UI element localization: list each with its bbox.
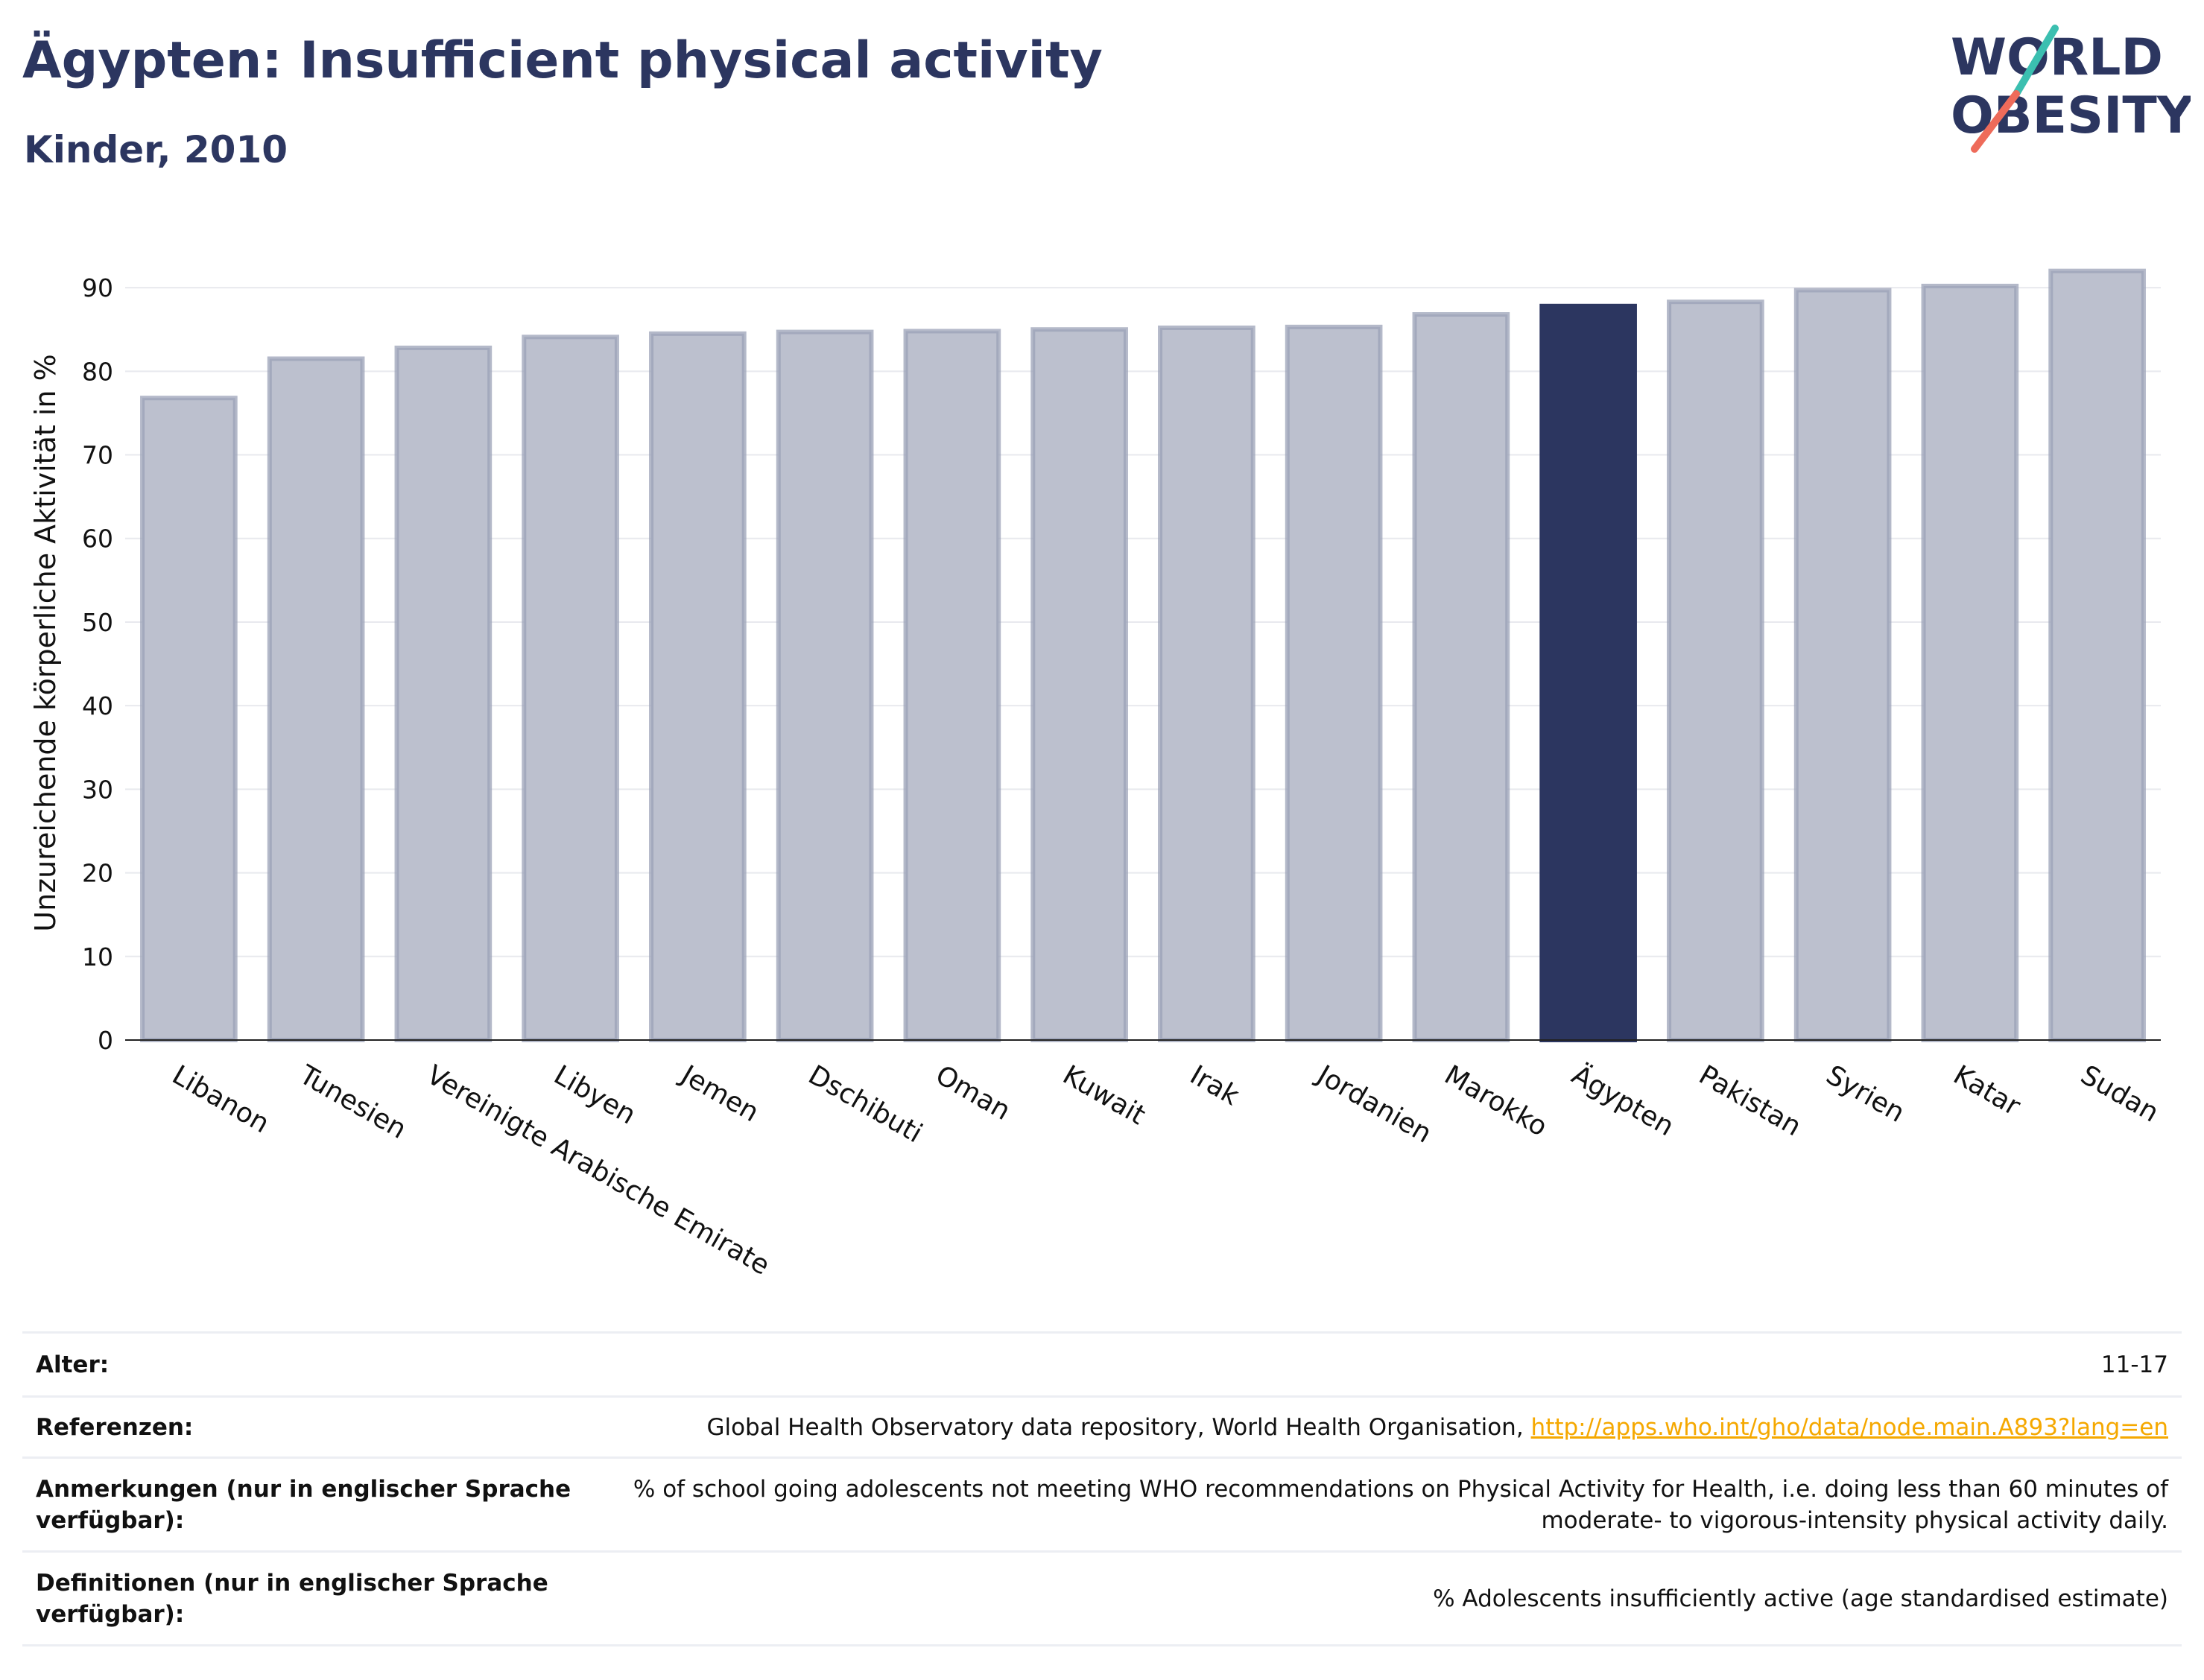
info-label: Alter: — [22, 1331, 586, 1397]
bar-libyen — [522, 335, 619, 1043]
bar-libanon — [140, 396, 238, 1042]
y-tick-label: 20 — [82, 859, 113, 888]
y-tick-label: 40 — [82, 691, 113, 720]
bar-kuwait — [1030, 327, 1128, 1043]
y-tick-label: 50 — [82, 608, 113, 637]
chart-subtitle: Kinder, 2010 — [24, 128, 288, 171]
info-value: 11-17 — [586, 1331, 2182, 1397]
bar-katar — [1921, 283, 2019, 1043]
info-row-age: Alter: 11-17 — [22, 1331, 2182, 1397]
info-value: Global Health Observatory data repositor… — [586, 1395, 2182, 1458]
x-tick-label: Libanon — [167, 1059, 274, 1139]
y-tick-label: 80 — [82, 357, 113, 386]
y-axis-ticks: 0 10 20 30 40 50 60 70 80 90 — [82, 273, 113, 1055]
y-tick-label: 30 — [82, 775, 113, 804]
x-axis-labels: Libanon Tunesien Vereinigte Arabische Emir… — [167, 1059, 2164, 1281]
y-tick-label: 70 — [82, 441, 113, 470]
x-tick-label: Katar — [1948, 1059, 2026, 1122]
logo-text-obesity: OBESITY — [1951, 86, 2191, 145]
x-tick-label: Ägypten — [1566, 1059, 1679, 1143]
x-tick-label: Irak — [1185, 1059, 1244, 1112]
world-obesity-logo: WORLD OBESITY — [1951, 25, 2191, 153]
info-label: Definitionen (nur in englischer Sprache … — [22, 1550, 586, 1646]
bar-syrien — [1793, 288, 1892, 1043]
bar-jordanien — [1285, 324, 1383, 1042]
bar-tunesien — [267, 356, 365, 1043]
x-tick-label: Tunesien — [294, 1059, 411, 1145]
bar-oman — [903, 329, 1001, 1043]
bar-jemen — [649, 331, 747, 1042]
y-tick-label: 60 — [82, 524, 113, 554]
reference-text: Global Health Observatory data repositor… — [706, 1413, 1531, 1441]
y-axis-label: Unzureichende körperliche Aktivität in % — [29, 354, 62, 931]
info-value: % of school going adolescents not meetin… — [586, 1456, 2182, 1552]
bars — [140, 268, 2146, 1043]
x-tick-label: Sudan — [2075, 1059, 2164, 1128]
y-tick-label: 0 — [98, 1026, 113, 1055]
x-tick-label: Syrien — [1821, 1059, 1910, 1128]
x-tick-label: Pakistan — [1694, 1059, 1806, 1142]
info-table: Alter: 11-17 Referenzen: Global Health O… — [22, 1331, 2182, 1646]
info-row-references: Referenzen: Global Health Observatory da… — [22, 1395, 2182, 1458]
bar-marokko — [1412, 312, 1510, 1042]
bar-vereinigte-arabische-emirate — [394, 345, 493, 1042]
info-label: Referenzen: — [22, 1395, 586, 1458]
logo-slash-top — [2013, 25, 2059, 98]
y-tick-label: 90 — [82, 273, 113, 302]
x-tick-label: Jordanien — [1311, 1059, 1437, 1149]
x-tick-label: Kuwait — [1057, 1059, 1150, 1131]
info-value: % Adolescents insufficiently active (age… — [586, 1550, 2182, 1646]
bar-sudan — [2048, 268, 2146, 1042]
info-row-definitions: Definitionen (nur in englischer Sprache … — [22, 1550, 2182, 1646]
bar-irak — [1158, 325, 1255, 1042]
x-tick-label: Dschibuti — [803, 1059, 928, 1149]
info-row-notes: Anmerkungen (nur in englischer Sprache v… — [22, 1456, 2182, 1552]
x-tick-label: Oman — [931, 1059, 1016, 1126]
y-tick-label: 10 — [82, 942, 113, 971]
reference-link[interactable]: http://apps.who.int/gho/data/node.main.A… — [1530, 1413, 2168, 1441]
logo-text-world: WORLD — [1951, 28, 2163, 87]
bar-chart: 0 10 20 30 40 50 60 70 80 90 Libanon Tunesien Verei… — [29, 268, 2164, 1281]
logo-slash-bottom — [1971, 90, 2020, 153]
chart-title: Ägypten: Insufficient physical activity — [22, 31, 1103, 90]
bar-dschibuti — [776, 329, 874, 1042]
bar-ägypten — [1539, 303, 1637, 1042]
x-tick-label: Jemen — [674, 1059, 764, 1128]
info-label: Anmerkungen (nur in englischer Sprache v… — [22, 1456, 586, 1552]
x-tick-label: Libyen — [548, 1059, 641, 1130]
bar-pakistan — [1667, 299, 1764, 1043]
x-tick-label: Marokko — [1440, 1059, 1553, 1142]
